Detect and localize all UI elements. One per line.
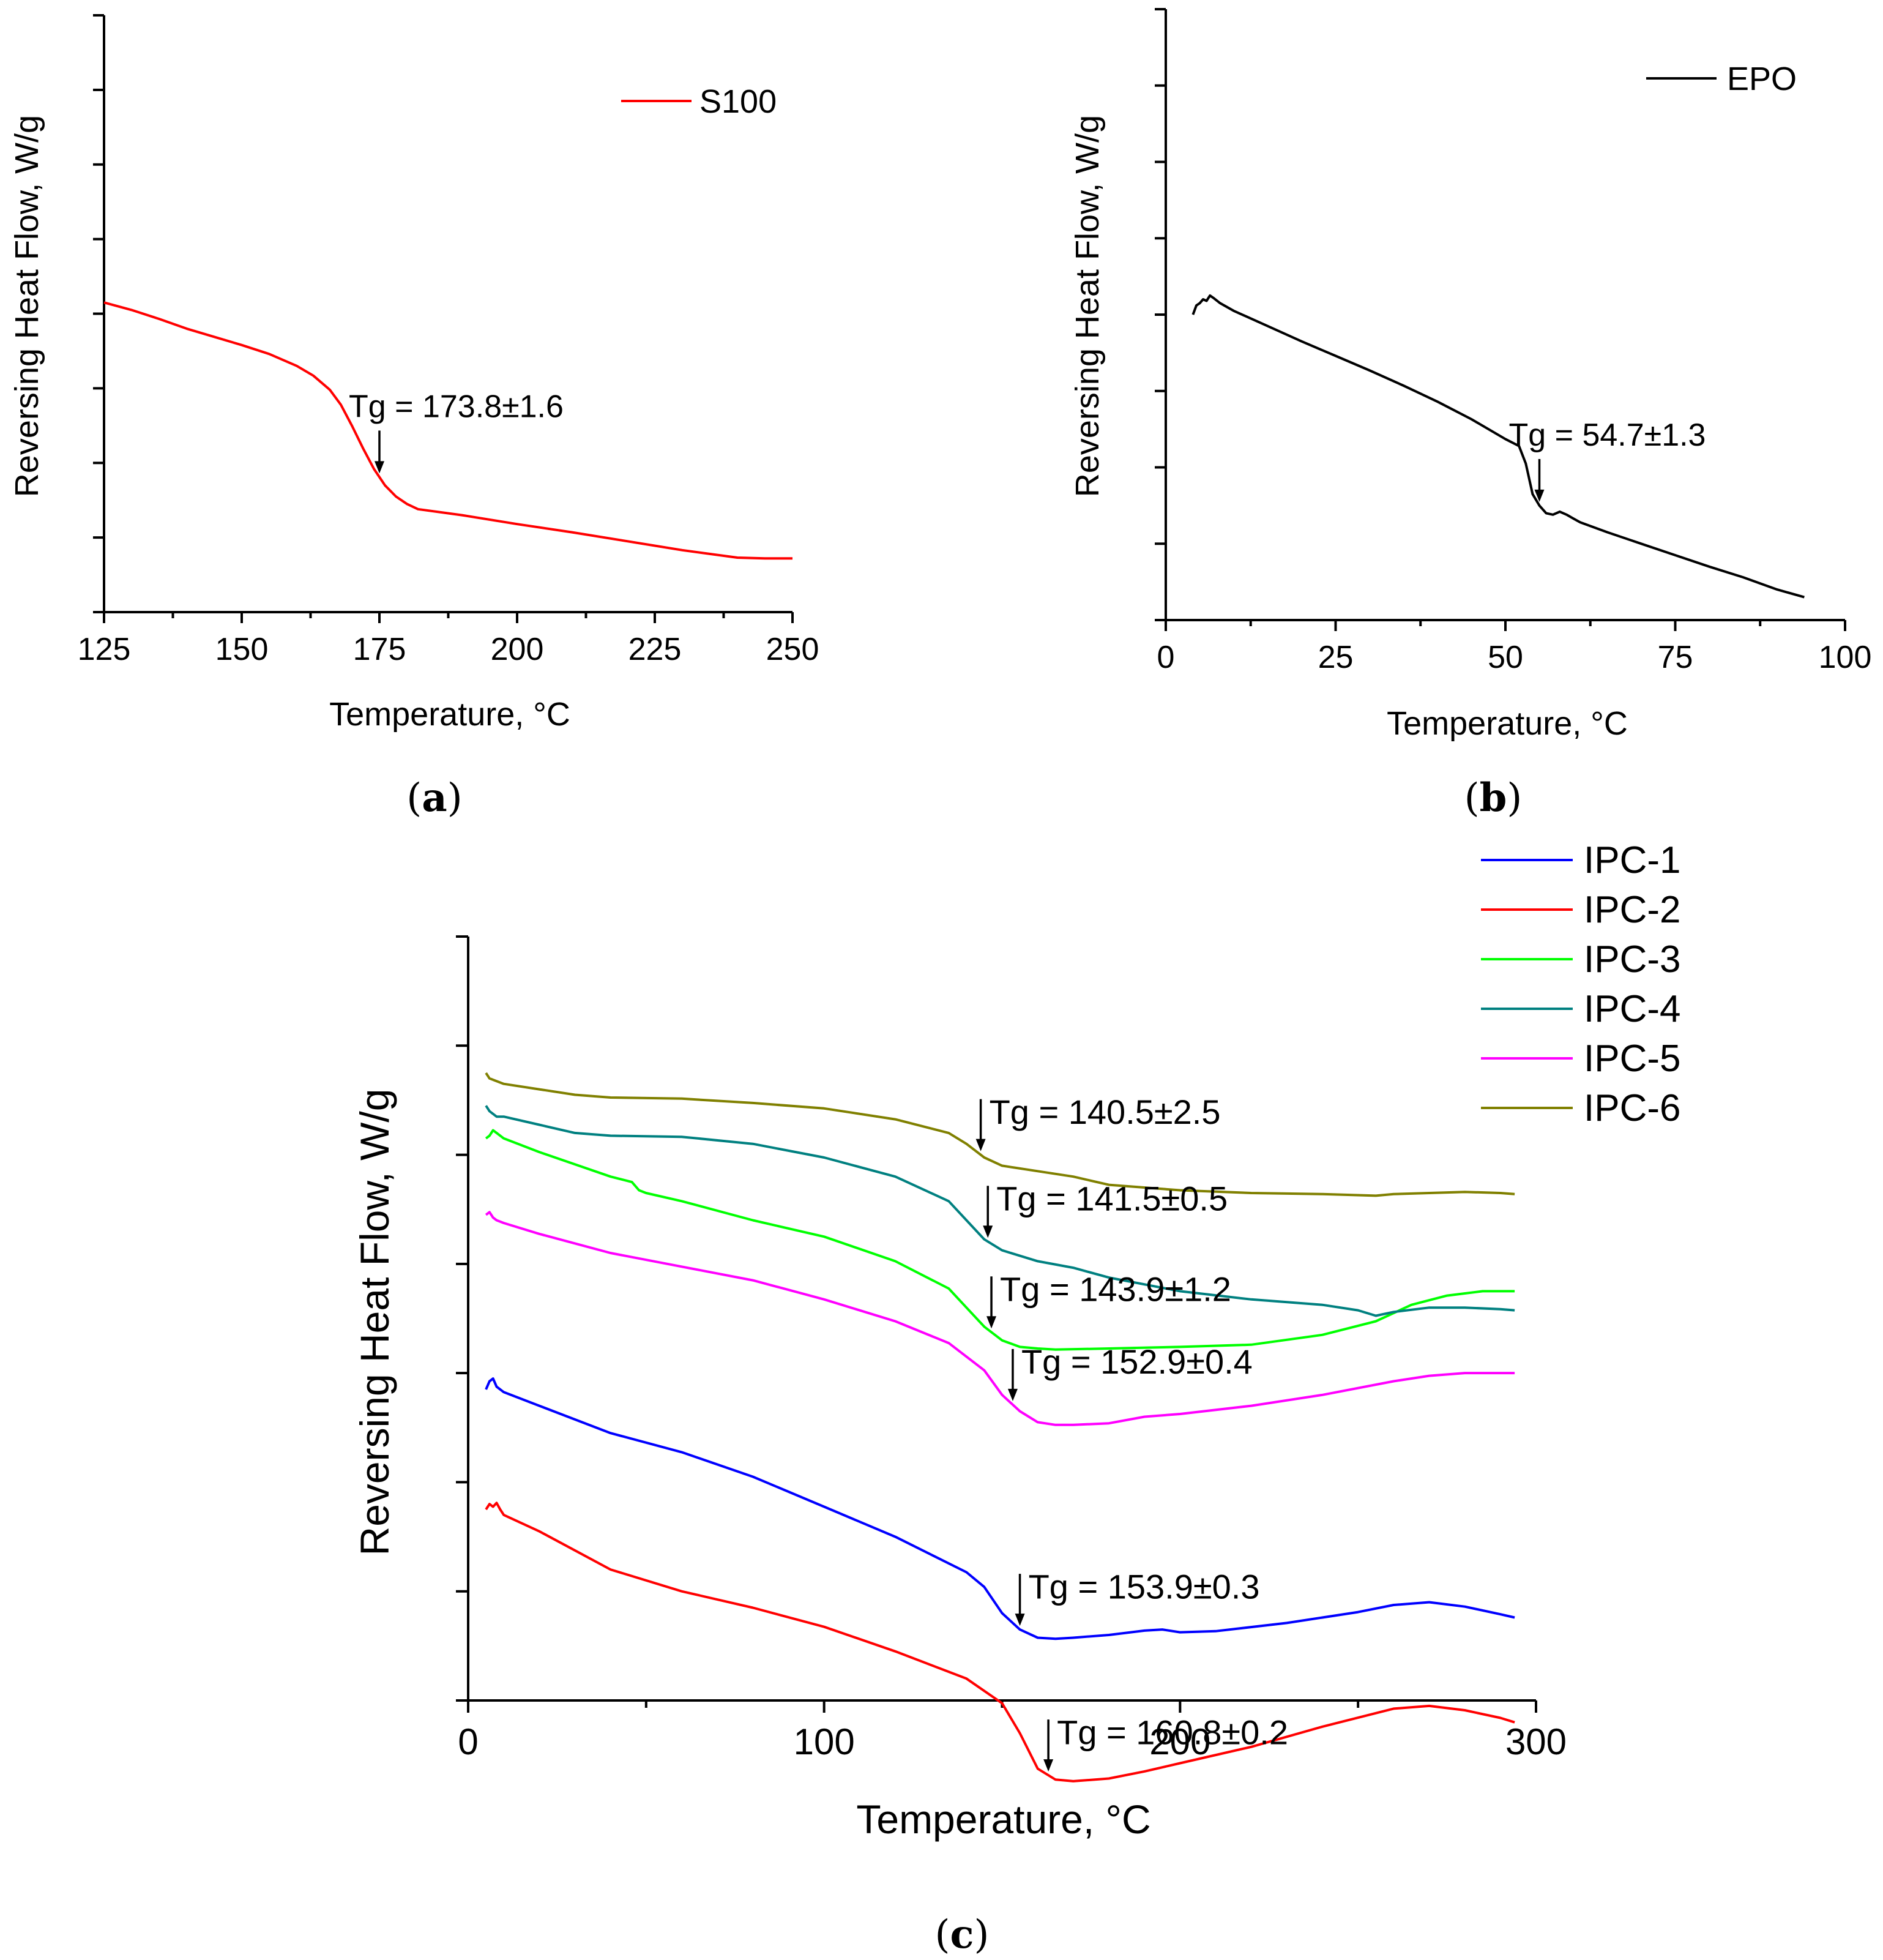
panel-a-x-tick-label: 125	[78, 632, 131, 667]
panel-c-tg-label: Tg = 153.9±0.3	[1029, 1567, 1260, 1606]
panel-a-legend: S100	[621, 83, 777, 120]
panel-c-x-tick-label: 0	[458, 1721, 478, 1762]
panel-c-tg-arrow-head	[1043, 1759, 1054, 1772]
panel-b-series-epo	[1191, 294, 1805, 599]
panel-b-y-axis-title: Reversing Heat Flow, W/g	[1069, 115, 1106, 497]
panel-c-legend: IPC-1 IPC-2 IPC-3 IPC-4 IPC-5 IPC-6	[1481, 839, 1680, 1129]
panel-c-tg-arrow-head	[1007, 1388, 1018, 1401]
panel-a-tg-label: Tg = 173.8±1.6	[349, 389, 564, 424]
panel-c-tg-label: Tg = 152.9±0.4	[1021, 1342, 1253, 1381]
panel-a-tick-labels: 125 150 175 200 225 250	[78, 632, 819, 667]
panel-b-chart: 0 25 50 75 100 Tg = 54.7±1.3 Temperature, °C…	[1069, 8, 1872, 821]
panel-a-x-tick-label: 225	[628, 632, 682, 667]
panel-c-x-axis-title: Temperature, °C	[856, 1797, 1150, 1842]
panel-c-series-ipc-3	[485, 1129, 1515, 1351]
panel-c-series-ipc-6	[485, 1072, 1515, 1197]
panel-b-x-tick-label: 50	[1488, 640, 1523, 675]
panel-b-x-tick-label: 100	[1819, 640, 1872, 675]
panel-a-x-tick-label: 200	[491, 632, 544, 667]
panel-a-x-tick-label: 150	[215, 632, 269, 667]
panel-b-axes	[1155, 8, 1846, 631]
panel-b-tg-arrow-head	[1534, 489, 1545, 502]
panel-a-chart: 125 150 175 200 225 250 Tg = 173.8±1.6 Temper…	[9, 14, 819, 821]
panel-c-curves	[485, 1072, 1515, 1782]
panel-b-x-axis-title: Temperature, °C	[1387, 705, 1628, 742]
panel-a-label: (a)	[406, 775, 462, 821]
panel-c-chart: 0 100 200 300 Tg = 140.5±2.5Tg = 141.5±0.5T…	[352, 839, 1680, 1958]
panel-a-x-tick-label: 250	[766, 632, 819, 667]
panel-c-series-ipc-4	[485, 1105, 1515, 1317]
panel-c-tg-label: Tg = 140.5±2.5	[990, 1093, 1221, 1131]
panel-c-legend-label-ipc-4: IPC-4	[1584, 988, 1680, 1030]
panel-c-legend-label-ipc-5: IPC-5	[1584, 1038, 1680, 1080]
panel-c-tg-label: Tg = 160.8±0.2	[1057, 1713, 1288, 1751]
panel-c-axes	[456, 935, 1537, 1713]
panel-a-series-s100	[103, 301, 792, 560]
panel-b-annotations: Tg = 54.7±1.3	[1509, 417, 1706, 502]
panel-a-axes	[93, 14, 794, 623]
panel-c-legend-label-ipc-2: IPC-2	[1584, 889, 1680, 931]
panel-c-tg-arrow-head	[975, 1139, 986, 1151]
panel-b-legend: EPO	[1646, 61, 1797, 97]
panel-a-x-tick-label: 175	[353, 632, 406, 667]
panel-c-tg-arrow-head	[1015, 1614, 1025, 1626]
panel-c-tg-arrow-head	[986, 1316, 997, 1329]
panel-c-tg-label: Tg = 143.9±1.2	[1000, 1270, 1231, 1309]
panel-c-label: (c)	[935, 1912, 990, 1958]
panel-b-x-tick-label: 0	[1157, 640, 1175, 675]
panel-b-tg-label: Tg = 54.7±1.3	[1509, 417, 1706, 453]
panel-c-series-ipc-1	[485, 1377, 1515, 1640]
panel-b-curves	[1191, 294, 1805, 599]
panel-c-series-ipc-5	[485, 1211, 1515, 1426]
panel-c-tick-labels: 0 100 200 300	[458, 1721, 1567, 1762]
panel-c-tg-label: Tg = 141.5±0.5	[996, 1180, 1228, 1218]
panel-a-x-axis-title: Temperature, °C	[329, 696, 570, 733]
panel-b-x-tick-label: 25	[1318, 640, 1354, 675]
panel-c-x-tick-label: 300	[1505, 1721, 1567, 1762]
panel-b-x-tick-label: 75	[1658, 640, 1693, 675]
panel-c-y-axis-title: Reversing Heat Flow, W/g	[352, 1089, 397, 1556]
panel-a-y-axis-title: Reversing Heat Flow, W/g	[9, 115, 45, 497]
panel-b-legend-label-epo: EPO	[1727, 61, 1797, 97]
panel-a-legend-label-s100: S100	[699, 83, 777, 120]
panel-a-tg-arrow-head	[375, 461, 384, 474]
panel-b-tick-labels: 0 25 50 75 100	[1157, 640, 1872, 675]
panel-c-legend-label-ipc-1: IPC-1	[1584, 839, 1680, 881]
panel-c-annotations: Tg = 140.5±2.5 Tg = 141.5±0.5 Tg = 143.9±1…	[975, 1093, 1288, 1772]
panel-c-tg-arrow-head	[983, 1225, 993, 1238]
panel-c-series-ipc-2	[485, 1502, 1515, 1782]
panel-c-legend-label-ipc-3: IPC-3	[1584, 938, 1680, 981]
panel-a-annotations: Tg = 173.8±1.6	[349, 389, 564, 474]
panel-c-x-tick-label: 200	[1149, 1721, 1210, 1762]
panel-c-legend-label-ipc-6: IPC-6	[1584, 1087, 1680, 1129]
panel-c-x-tick-label: 100	[794, 1721, 855, 1762]
panel-a-curves	[103, 301, 792, 560]
panel-b-label: (b)	[1464, 775, 1523, 821]
